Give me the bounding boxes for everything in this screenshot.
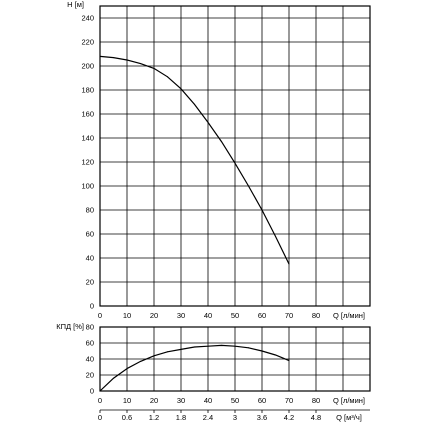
efficiency-data-point (153, 355, 155, 357)
head-data-point (99, 55, 101, 57)
efficiency-x-tick-label: 60 (258, 396, 266, 405)
head-data-point (275, 235, 276, 237)
head-data-point (140, 63, 141, 65)
efficiency-data-point (113, 377, 114, 379)
head-y-tick-label: 20 (86, 278, 94, 287)
head-data-point (153, 67, 155, 69)
secondary-x-tick-label: 1.2 (149, 413, 159, 422)
head-data-point (248, 185, 249, 187)
head-data-point (221, 141, 222, 143)
secondary-x-axis-label: Q [м³/ч] (336, 413, 362, 422)
secondary-x-tick-label: 4.2 (284, 413, 294, 422)
head-y-axis-label: H [м] (67, 0, 84, 9)
head-data-point (234, 162, 236, 164)
efficiency-x-tick-label: 10 (123, 396, 131, 405)
head-data-point (194, 103, 195, 105)
head-x-tick-label: 20 (150, 311, 158, 320)
head-x-axis-label: Q [л/мин] (333, 311, 365, 320)
efficiency-data-point (207, 345, 209, 347)
efficiency-y-tick-label: 40 (86, 355, 94, 364)
efficiency-data-point (234, 345, 236, 347)
secondary-x-tick-label: 4.8 (311, 413, 321, 422)
efficiency-x-tick-label: 40 (204, 396, 212, 405)
efficiency-y-tick-label: 80 (86, 323, 94, 332)
efficiency-data-point (126, 368, 128, 370)
efficiency-y-tick-label: 60 (86, 339, 94, 348)
head-data-point (126, 59, 128, 61)
efficiency-y-axis-label: КПД [%] (56, 322, 84, 331)
head-x-tick-label: 40 (204, 311, 212, 320)
secondary-x-tick-label: 0.6 (122, 413, 132, 422)
efficiency-data-point (288, 360, 290, 362)
head-x-tick-label: 30 (177, 311, 185, 320)
head-x-tick-label: 80 (312, 311, 320, 320)
efficiency-y-tick-label: 0 (90, 387, 94, 396)
head-y-tick-label: 180 (81, 86, 94, 95)
head-x-tick-label: 70 (285, 311, 293, 320)
head-y-tick-label: 160 (81, 110, 94, 119)
efficiency-x-axis-label: Q [л/мин] (333, 396, 365, 405)
head-curve (99, 55, 290, 265)
head-y-tick-label: 200 (81, 62, 94, 71)
efficiency-frame (99, 326, 371, 392)
efficiency-data-point (221, 344, 222, 346)
efficiency-x-tick-label: 20 (150, 396, 158, 405)
efficiency-data-point (194, 346, 195, 348)
efficiency-x-tick-label: 30 (177, 396, 185, 405)
head-panel (99, 5, 371, 307)
efficiency-data-point (261, 350, 263, 352)
head-data-point (207, 121, 209, 123)
head-x-tick-label: 60 (258, 311, 266, 320)
efficiency-data-point (180, 348, 182, 350)
head-data-point (113, 57, 114, 59)
head-x-tick-label: 50 (231, 311, 239, 320)
efficiency-x-tick-label: 70 (285, 396, 293, 405)
head-data-point (180, 88, 182, 90)
secondary-x-tick-label: 2.4 (203, 413, 213, 422)
efficiency-data-point (99, 390, 101, 392)
head-y-tick-label: 100 (81, 182, 94, 191)
secondary-x-tick-label: 3 (233, 413, 237, 422)
secondary-x-tick-label: 0 (98, 413, 102, 422)
head-y-tick-label: 120 (81, 158, 94, 167)
efficiency-data-point (275, 354, 276, 356)
efficiency-x-tick-label: 50 (231, 396, 239, 405)
efficiency-x-tick-label: 0 (98, 396, 102, 405)
head-y-tick-label: 80 (86, 206, 94, 215)
efficiency-x-tick-label: 80 (312, 396, 320, 405)
head-data-point (167, 76, 168, 78)
secondary-x-tick-label: 3.6 (257, 413, 267, 422)
head-y-tick-label: 240 (81, 14, 94, 23)
head-data-point (288, 263, 290, 265)
head-y-tick-label: 40 (86, 254, 94, 263)
head-frame (99, 5, 371, 307)
head-y-tick-label: 60 (86, 230, 94, 239)
head-x-tick-label: 0 (98, 311, 102, 320)
efficiency-panel (99, 326, 371, 392)
head-y-tick-label: 0 (90, 302, 94, 311)
efficiency-data-point (140, 360, 141, 362)
head-y-tick-label: 140 (81, 134, 94, 143)
efficiency-curve (99, 344, 290, 392)
efficiency-data-point (248, 347, 249, 349)
efficiency-y-tick-label: 20 (86, 371, 94, 380)
secondary-x-tick-label: 1.8 (176, 413, 186, 422)
head-data-point (261, 209, 263, 211)
head-x-tick-label: 10 (123, 311, 131, 320)
efficiency-data-point (167, 351, 168, 353)
head-y-tick-label: 220 (81, 38, 94, 47)
